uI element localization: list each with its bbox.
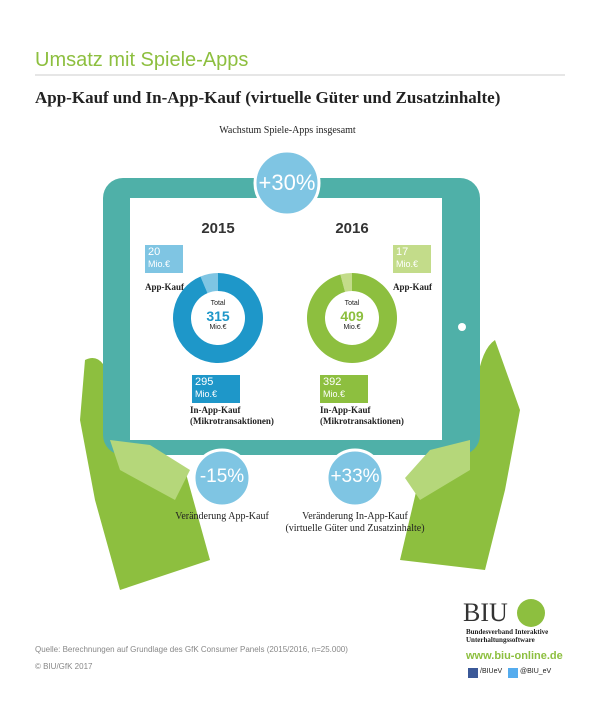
logo-globe (517, 599, 545, 627)
value-label: 392 (323, 376, 342, 388)
value-label: 20 (148, 246, 161, 258)
value-unit: Mio.€ (148, 259, 171, 269)
change-badge (192, 448, 252, 508)
copyright: © BIU/GfK 2017 (35, 662, 93, 671)
value-box (393, 245, 431, 273)
value-unit: Mio.€ (323, 389, 346, 399)
category-label: App-Kauf (393, 282, 433, 292)
category-label: In-App-Kauf (Mikrotransaktionen) (320, 405, 404, 426)
value-label: 17 (396, 246, 409, 258)
donut-segment (307, 273, 398, 363)
thumb-left (110, 440, 190, 500)
chart-title: 2016 (335, 220, 369, 237)
change-value: -15% (199, 466, 245, 487)
total-label: Total (344, 300, 360, 307)
source: Quelle: Berechnungen auf Grundlage des G… (35, 645, 348, 654)
url: www.biu-online.de (466, 650, 563, 662)
value-unit: Mio.€ (396, 259, 419, 269)
donut-segment (340, 273, 352, 292)
twitter-icon (508, 668, 518, 678)
change-value: +33% (330, 466, 380, 487)
value-box (192, 375, 240, 403)
total-label: Total (210, 300, 226, 307)
value-box (320, 375, 368, 403)
change-label: Veränderung In-App-Kauf (virtuelle Güter… (285, 511, 425, 534)
donut-segment (200, 273, 218, 294)
title: Umsatz mit Spiele-Apps (35, 49, 249, 71)
donut-segment (173, 273, 264, 363)
growth-badge (253, 149, 321, 217)
thumb-right (405, 440, 470, 500)
facebook-icon (468, 668, 478, 678)
facebook: /BIUeV (480, 668, 503, 675)
twitter: @BIU_eV (520, 668, 552, 675)
tablet-button (458, 323, 466, 331)
change-label: Veränderung App-Kauf (175, 511, 269, 522)
total-unit: Mio.€ (343, 324, 361, 331)
total-value: 315 (206, 308, 230, 324)
chart-title: 2015 (201, 220, 235, 237)
growth-label: Wachstum Spiele-Apps insgesamt (219, 125, 356, 136)
category-label: In-App-Kauf (Mikrotransaktionen) (190, 405, 274, 426)
change-badge (325, 448, 385, 508)
value-label: 295 (195, 376, 214, 388)
total-unit: Mio.€ (209, 324, 227, 331)
value-box (145, 245, 183, 273)
subtitle: App-Kauf und In-App-Kauf (virtuelle Güte… (35, 88, 501, 107)
logo: BIU (463, 598, 508, 627)
category-label: App-Kauf (145, 282, 185, 292)
value-unit: Mio.€ (195, 389, 218, 399)
growth-value: +30% (258, 170, 316, 195)
org-name: Bundesverband Interaktive Unterhaltungss… (466, 628, 549, 645)
total-value: 409 (340, 308, 364, 324)
